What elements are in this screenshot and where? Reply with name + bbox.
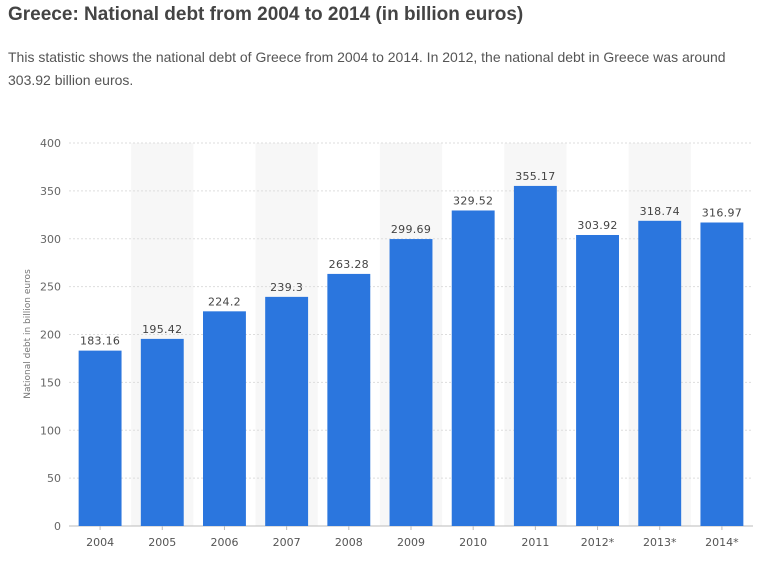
data-label: 303.92 — [577, 219, 617, 232]
bar[interactable] — [700, 222, 744, 526]
x-tick-label: 2011 — [521, 536, 549, 549]
y-tick-label: 100 — [40, 424, 61, 437]
data-label: 299.69 — [391, 223, 431, 236]
bar[interactable] — [203, 311, 246, 526]
bar[interactable] — [389, 239, 433, 527]
y-tick-label: 400 — [40, 137, 61, 150]
bar[interactable] — [451, 210, 495, 526]
chart-description: This statistic shows the national debt o… — [8, 49, 726, 88]
data-label: 329.52 — [453, 194, 493, 207]
y-axis-label: National debt in billion euros — [23, 269, 33, 399]
y-tick-label: 200 — [40, 329, 61, 342]
bar[interactable] — [638, 220, 682, 526]
bars[interactable] — [78, 185, 744, 527]
y-tick-label: 0 — [54, 520, 61, 533]
data-label: 318.74 — [640, 205, 680, 218]
bar[interactable] — [513, 185, 557, 526]
y-tick-label: 50 — [47, 472, 61, 485]
data-label: 224.2 — [208, 295, 241, 308]
x-tick-label: 2008 — [335, 536, 363, 549]
data-label: 239.3 — [270, 281, 303, 294]
data-label: 355.17 — [515, 170, 555, 183]
data-label: 316.97 — [702, 207, 742, 220]
y-tick-label: 150 — [40, 376, 61, 389]
x-tick-label: 2013* — [643, 536, 677, 549]
data-labels: 183.16 195.42 224.2 239.3 263.28 299.69 329.52… — [80, 170, 742, 348]
bar[interactable] — [327, 273, 371, 526]
page-title: Greece: National debt from 2004 to 2014 … — [8, 4, 524, 25]
x-tick-label: 2012* — [581, 536, 615, 549]
x-tick-label: 2007 — [273, 536, 301, 549]
x-tick-label: 2010 — [459, 536, 487, 549]
x-tick-label: 2005 — [148, 536, 176, 549]
data-label: 183.16 — [80, 335, 120, 348]
y-axis-ticks: 0 50 100 150 200 250 300 350 400 — [40, 137, 61, 533]
data-label: 263.28 — [329, 258, 369, 271]
x-axis-ticks: 2004 2005 2006 2007 2008 2009 2010 2011 2012* 201… — [86, 526, 739, 549]
data-label: 195.42 — [142, 323, 182, 336]
bar[interactable] — [576, 234, 619, 527]
y-tick-label: 250 — [40, 281, 61, 294]
bar[interactable] — [78, 350, 122, 526]
x-tick-label: 2004 — [86, 536, 114, 549]
bar[interactable] — [265, 296, 309, 526]
y-tick-label: 300 — [40, 233, 61, 246]
y-tick-label: 350 — [40, 185, 61, 198]
bar[interactable] — [140, 338, 184, 526]
x-tick-label: 2014* — [705, 536, 739, 549]
x-tick-label: 2006 — [210, 536, 238, 549]
x-tick-label: 2009 — [397, 536, 425, 549]
